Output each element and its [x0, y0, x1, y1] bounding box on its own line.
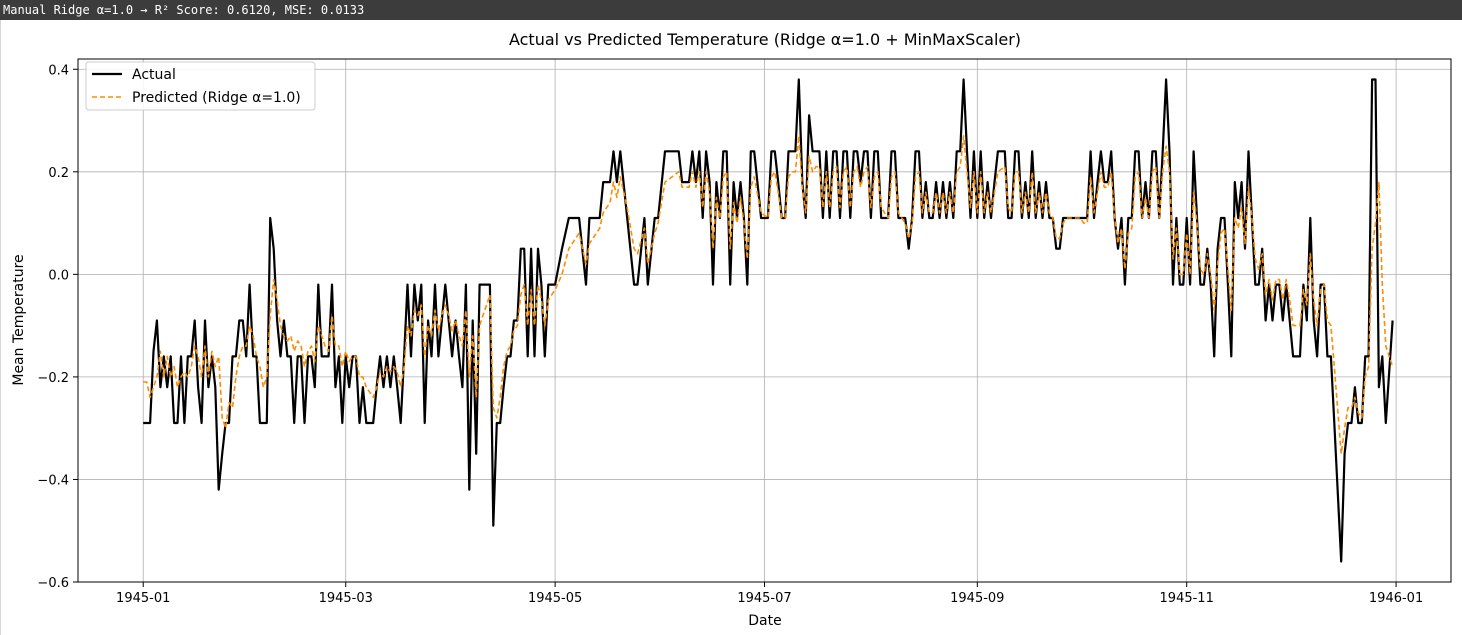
legend: Actual Predicted (Ridge α=1.0): [85, 61, 316, 111]
y-axis: 0.4 0.2 0.0 −0.2 −0.4 −0.6: [37, 63, 78, 591]
legend-box: [85, 61, 316, 111]
predicted-series-line: [143, 135, 1394, 455]
y-axis-label: Mean Temperature: [11, 254, 27, 385]
y-tick-label: −0.6: [37, 576, 69, 591]
chart: Actual vs Predicted Temperature (Ridge α…: [11, 30, 1452, 629]
actual-series-line: [143, 78, 1394, 563]
output-header-text: Manual Ridge α=1.0 → R² Score: 0.6120, M…: [0, 0, 1462, 20]
x-axis-label: Date: [748, 613, 781, 629]
y-tick-label: −0.2: [37, 371, 69, 386]
y-tick-label: −0.4: [37, 473, 69, 488]
legend-actual-label: Actual: [132, 67, 176, 83]
x-tick-label: 1945-03: [319, 591, 373, 606]
x-tick-label: 1945-09: [950, 591, 1004, 606]
y-tick-label: 0.2: [48, 166, 69, 181]
x-tick-label: 1945-01: [116, 591, 170, 606]
x-axis: 1945-01 1945-03 1945-05 1945-07 1945-09 1945-…: [116, 582, 1423, 606]
figure-frame: [0, 20, 1462, 635]
y-tick-label: 0.0: [48, 268, 69, 283]
y-tick-label: 0.4: [48, 63, 69, 78]
x-tick-label: 1945-05: [528, 591, 582, 606]
chart-title: Actual vs Predicted Temperature (Ridge α…: [509, 30, 1021, 49]
series: [143, 78, 1394, 563]
legend-predicted-label: Predicted (Ridge α=1.0): [132, 90, 301, 106]
x-tick-label: 1945-07: [737, 591, 791, 606]
x-tick-label: 1946-01: [1369, 591, 1423, 606]
x-tick-label: 1945-11: [1160, 591, 1214, 606]
